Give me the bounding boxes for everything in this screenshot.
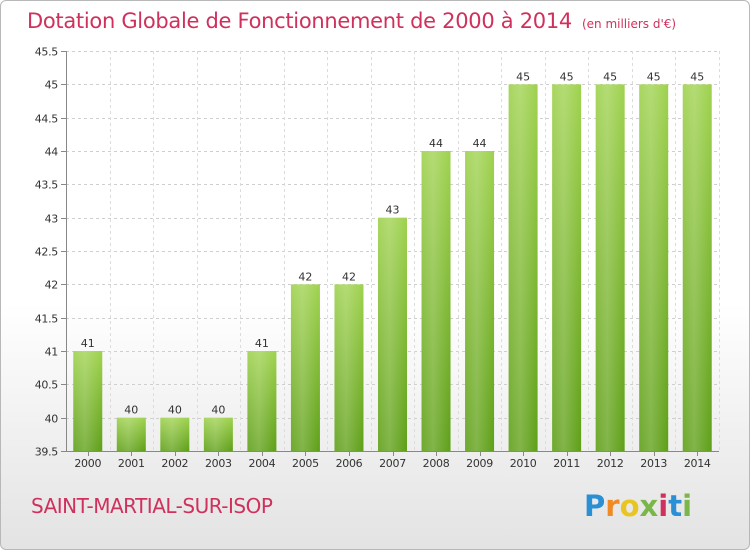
x-tick-label: 2009 (466, 457, 493, 470)
x-tick-label: 2006 (336, 457, 363, 470)
bar-highlight (116, 417, 146, 451)
x-tick-label: 2001 (118, 457, 145, 470)
data-label: 45 (690, 70, 704, 83)
x-tick-label: 2002 (161, 457, 188, 470)
data-label: 40 (168, 404, 182, 417)
proxiti-logo: Proxiti (584, 489, 692, 523)
chart-subtitle: (en milliers d'€) (581, 17, 677, 31)
bar-highlight (552, 84, 582, 451)
logo-letter: i (682, 489, 693, 523)
x-tick-label: 2000 (74, 457, 101, 470)
x-tick-label: 2008 (423, 457, 450, 470)
x-tick-label: 2012 (597, 457, 624, 470)
chart-title-text: Dotation Globale de Fonctionnement de 20… (27, 9, 572, 33)
logo-letter: x (639, 489, 659, 523)
logo-letter: r (605, 489, 620, 523)
x-tick-label: 2003 (205, 457, 232, 470)
logo-letter: t (668, 489, 683, 523)
y-tick-label: 39.5 (35, 446, 59, 459)
commune-name: SAINT-MARTIAL-SUR-ISOP (31, 494, 273, 518)
y-tick-label: 44 (45, 146, 59, 159)
chart-title: Dotation Globale de Fonctionnement de 20… (27, 9, 676, 33)
bar-highlight (465, 151, 495, 451)
bar-highlight (639, 84, 669, 451)
data-label: 40 (124, 404, 138, 417)
x-tick-label: 2004 (249, 457, 276, 470)
data-label: 41 (255, 337, 269, 350)
y-tick-label: 43 (45, 213, 59, 226)
y-tick-label: 40 (45, 413, 59, 426)
y-tick-label: 42.5 (35, 246, 59, 259)
data-label: 44 (429, 137, 443, 150)
bar-highlight (247, 351, 277, 451)
x-tick-label: 2007 (379, 457, 406, 470)
bar-highlight (290, 284, 320, 451)
data-label: 43 (386, 204, 400, 217)
data-label: 42 (342, 270, 356, 283)
data-label: 40 (211, 404, 225, 417)
x-tick-label: 2011 (553, 457, 580, 470)
x-tick-label: 2010 (510, 457, 537, 470)
bar-highlight (334, 284, 364, 451)
y-tick-label: 43.5 (35, 179, 59, 192)
y-tick-label: 45 (45, 79, 59, 92)
y-tick-label: 40.5 (35, 379, 59, 392)
x-tick-label: 2005 (292, 457, 319, 470)
logo-letter: o (619, 489, 640, 523)
bar-highlight (595, 84, 625, 451)
axes: 39.5 40 40.5 41 41.5 42 42.5 43 43.5 44 44.5 45 45.5… (35, 46, 719, 470)
y-tick-label: 45.5 (35, 46, 59, 59)
data-label: 44 (473, 137, 487, 150)
y-tick-label: 41 (45, 346, 58, 359)
bar-highlight (378, 217, 407, 451)
data-labels: 41 40 40 40 41 42 42 43 44 44 45 45 45 45 45 (81, 70, 704, 416)
x-tick-label: 2013 (640, 457, 667, 470)
y-tick-label: 42 (45, 279, 58, 292)
data-label: 42 (298, 270, 312, 283)
bar-highlight (682, 84, 712, 451)
bar-highlight (203, 417, 233, 451)
bar-highlight (73, 351, 103, 451)
y-tick-label: 44.5 (35, 113, 59, 126)
bar-highlight (421, 151, 451, 451)
y-tick-label: 41.5 (35, 313, 59, 326)
bars (73, 84, 712, 451)
data-label: 41 (81, 337, 95, 350)
bar-highlight (160, 417, 190, 451)
data-label: 45 (603, 70, 617, 83)
data-label: 45 (647, 70, 661, 83)
x-tick-label: 2014 (684, 457, 711, 470)
bar-highlight (508, 84, 538, 451)
logo-letter: P (584, 489, 606, 523)
data-label: 45 (516, 70, 530, 83)
logo-letter: i (658, 489, 669, 523)
data-label: 45 (560, 70, 574, 83)
